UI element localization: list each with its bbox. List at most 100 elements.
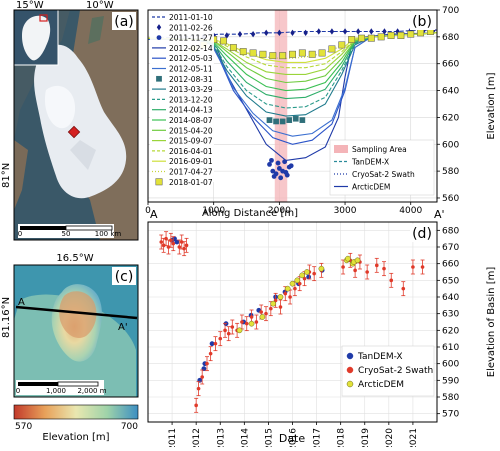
legend-2015-09-07-label: 2015-09-07 [169, 137, 213, 146]
series-cryosat-2-swath-point [341, 265, 345, 269]
series-cryosat-2-swath-point [218, 336, 223, 341]
series-cryosat-2-swath-point [166, 245, 171, 249]
legend-d-tandem-x-swatch [346, 352, 354, 360]
series-cryosat-2-swath-point [164, 236, 168, 241]
panel-a-label: (a) [114, 14, 134, 30]
series-2012-08-31-point [279, 118, 286, 125]
series-2011-02-26-point [264, 29, 269, 37]
legend-2013-03-29-label: 2013-03-29 [169, 85, 213, 94]
panel-c: 16.5°W A A' (c) 81.16°N 0 1,000 2,000 m … [1, 253, 139, 443]
panel-b-end-a: A [150, 208, 158, 221]
series-cryosat-2-swath-point [182, 246, 186, 251]
series-2012-08-31-point [273, 118, 279, 125]
panel-d-label: (d) [412, 226, 432, 242]
series-arcticdem-point [345, 255, 351, 262]
d-xtick-label: 2011 [168, 428, 178, 447]
series-2011-02-26-point [329, 28, 335, 35]
series-2018-01-07-point [229, 44, 237, 52]
inset-locator-box [39, 14, 48, 22]
series-cryosat-2-swath-point [223, 328, 227, 333]
d-xtick-label: 2013 [216, 428, 226, 447]
legend-2012-05-03-label: 2012-05-03 [169, 54, 213, 63]
series-cryosat-2-swath-point [283, 291, 288, 296]
panel-b-axes: 0 1000 2000 3000 4000 560 580 600 620 640 660 680 70… [145, 6, 459, 216]
panel-d-xlabel: Date [279, 432, 306, 445]
series-cryosat-2-swath-point [312, 271, 316, 276]
panel-a-frame [13, 9, 139, 241]
series-cryosat-2-swath-point [184, 243, 189, 248]
legend2-sampling-area-label: Sampling Area [352, 145, 407, 154]
series-2018-01-07-point [397, 32, 405, 39]
series-2018-01-07-point [249, 49, 257, 57]
series-cryosat-2-swath-point [264, 311, 268, 316]
panel-b-end-a-prime: A' [434, 208, 445, 221]
legend-d-arcticdem-swatch [346, 380, 354, 388]
legend2-sampling-area-swatch [334, 145, 348, 153]
panel-d-legend: TanDEM-X CryoSat-2 Swath ArcticDEM [346, 352, 433, 390]
section-label-a-prime: A' [118, 322, 128, 333]
series-2011-02-26-point [290, 29, 295, 37]
d-ytick-label: 580 [442, 393, 459, 403]
legend-2012-08-31-label: 2012-08-31 [169, 75, 213, 84]
series-2018-01-07-point [387, 32, 395, 39]
series-2018-01-07-point [328, 45, 336, 53]
series-cryosat-2-swath-point [288, 295, 292, 299]
scale-c-2000: 2,000 m [77, 387, 106, 395]
colorbar-min: 570 [15, 422, 32, 432]
series-arcticdem-point [299, 272, 305, 279]
legend-2011-11-27-swatch [156, 35, 162, 40]
legend-2018-01-07-swatch [155, 178, 163, 186]
panel-a-land-west [14, 140, 28, 210]
series-tandem-x-point [174, 239, 180, 245]
d-ytick-label: 640 [442, 293, 459, 303]
panel-d-label-box [410, 224, 435, 242]
panel-b-xlabel: Along Distance [m] [202, 208, 298, 219]
series-cryosat-2-swath-point [297, 281, 302, 286]
series-cryosat-2-swath-point [273, 298, 278, 303]
legend-d-tandem-x-label: TanDEM-X [357, 352, 403, 362]
series-arcticdem-point [236, 327, 243, 334]
series-tandem-x-point [306, 274, 312, 280]
series-cryosat-2-swath-point [365, 270, 369, 274]
panel-c-label-box [112, 267, 136, 285]
series-cryosat-2-swath-point [169, 238, 173, 243]
panel-c-label: (c) [115, 269, 134, 285]
panel-b-ylabel: Elevation [m] [486, 72, 497, 139]
series-2011-02-26-point [355, 28, 361, 35]
b-xtick-label: 0 [145, 206, 151, 216]
legend-2011-02-26-label: 2011-02-26 [169, 23, 213, 32]
panel-a-ice-lobe [70, 140, 96, 170]
legend-2011-01-10-label: 2011-01-10 [169, 13, 213, 22]
series-cryosat-2-swath-point [389, 278, 394, 283]
lat-tick-81-16n: 81.16°N [1, 297, 12, 338]
d-ytick-label: 620 [442, 326, 459, 336]
legend-2016-09-01-label: 2016-09-01 [169, 157, 213, 166]
d-ytick-label: 660 [442, 260, 459, 270]
b-ytick-label: 600 [442, 140, 459, 150]
series-cryosat-2-swath-point [401, 286, 406, 291]
series-cryosat-2-swath-point [353, 268, 357, 273]
series-2018-01-07-point [279, 52, 287, 60]
series-tandem-x-point [209, 341, 215, 347]
site-marker-icon [67, 125, 81, 139]
series-arcticdem-point [259, 314, 266, 320]
series-cryosat-2-swath-point [205, 361, 209, 366]
basin-depression [59, 291, 97, 339]
series-cryosat-2-swath-point [161, 243, 166, 248]
d-xtick-label: 2021 [409, 428, 419, 447]
scale-bar-a-white [65, 225, 113, 231]
b-ytick-label: 580 [442, 167, 459, 177]
series-2011-02-26-point [277, 29, 282, 37]
series-2018-01-07-point [239, 48, 247, 56]
series-arcticdem-point [318, 265, 325, 272]
d-xtick-label: 2019 [361, 428, 371, 447]
series-arcticdem-point [294, 277, 301, 284]
greenland-inset-land [22, 15, 51, 61]
series-arcticdem-point [270, 300, 277, 307]
lon-tick-10w: 10°W [86, 0, 114, 11]
series-cryosat-2-swath-point [382, 266, 386, 271]
series-cryosat-2-swath-point [269, 306, 273, 311]
series-2011-11-27-point [270, 168, 276, 174]
series-2011-11-27-point [267, 162, 272, 167]
panel-a-label-box [112, 12, 136, 30]
